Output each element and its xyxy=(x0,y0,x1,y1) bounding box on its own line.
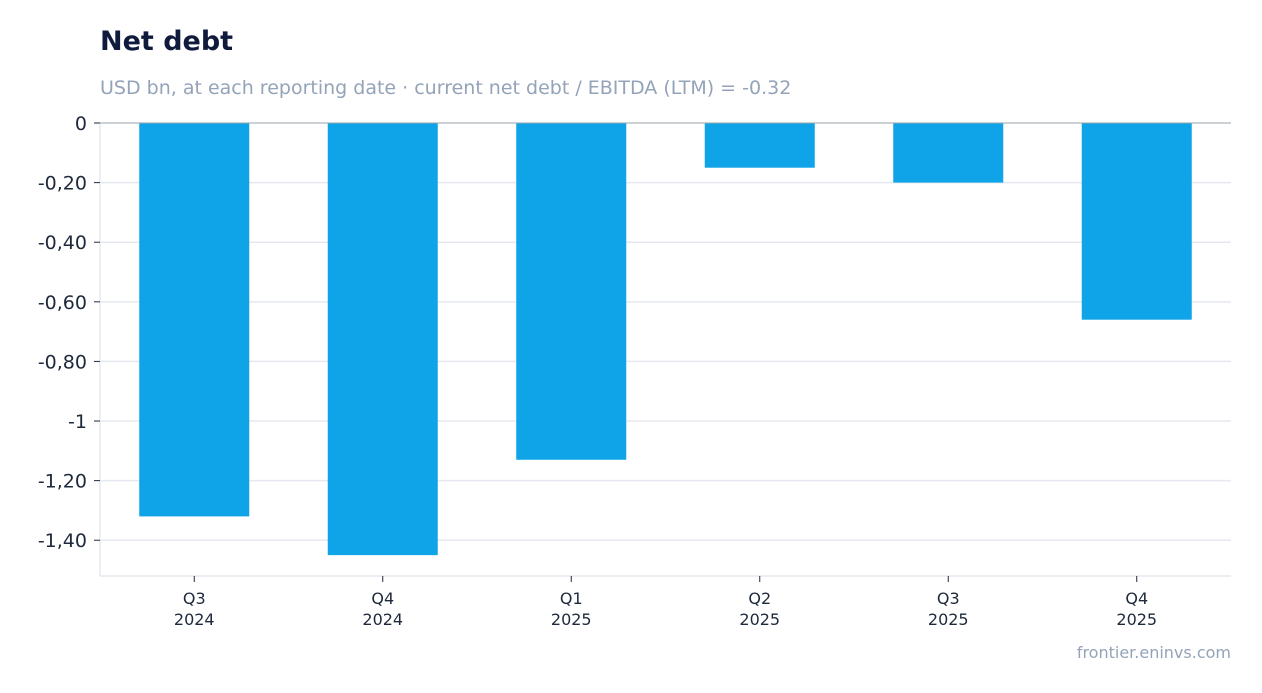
source-credit: frontier.eninvs.com xyxy=(1076,643,1231,662)
bar xyxy=(327,123,438,556)
x-tick-label-year: 2024 xyxy=(362,610,403,629)
x-tick-label-year: 2025 xyxy=(739,610,780,629)
bar xyxy=(516,123,627,460)
x-tick-label-quarter: Q3 xyxy=(937,589,960,608)
x-tick-label-quarter: Q4 xyxy=(371,589,394,608)
bar xyxy=(893,123,1004,183)
x-tick-label-quarter: Q4 xyxy=(1125,589,1148,608)
y-tick-label: -0,60 xyxy=(38,292,87,314)
x-tick-label-year: 2025 xyxy=(928,610,969,629)
x-tick-label-year: 2025 xyxy=(551,610,592,629)
x-tick-label-quarter: Q2 xyxy=(748,589,771,608)
y-tick-label: -0,20 xyxy=(38,173,87,195)
chart-title: Net debt xyxy=(100,26,234,57)
x-tick-label-quarter: Q1 xyxy=(560,589,583,608)
bar xyxy=(1081,123,1192,320)
y-tick-label: -0,40 xyxy=(38,232,87,254)
y-tick-label: -1,20 xyxy=(38,471,87,493)
y-tick-label: -0,80 xyxy=(38,351,87,373)
y-tick-label: -1,40 xyxy=(38,530,87,552)
y-tick-label: -1 xyxy=(68,411,87,433)
bar xyxy=(139,123,250,517)
y-tick-label: 0 xyxy=(75,113,87,135)
x-tick-label-year: 2025 xyxy=(1116,610,1157,629)
chart-subtitle: USD bn, at each reporting date · current… xyxy=(100,77,792,99)
bar xyxy=(704,123,815,168)
x-tick-label-year: 2024 xyxy=(174,610,215,629)
x-tick-label-quarter: Q3 xyxy=(183,589,206,608)
